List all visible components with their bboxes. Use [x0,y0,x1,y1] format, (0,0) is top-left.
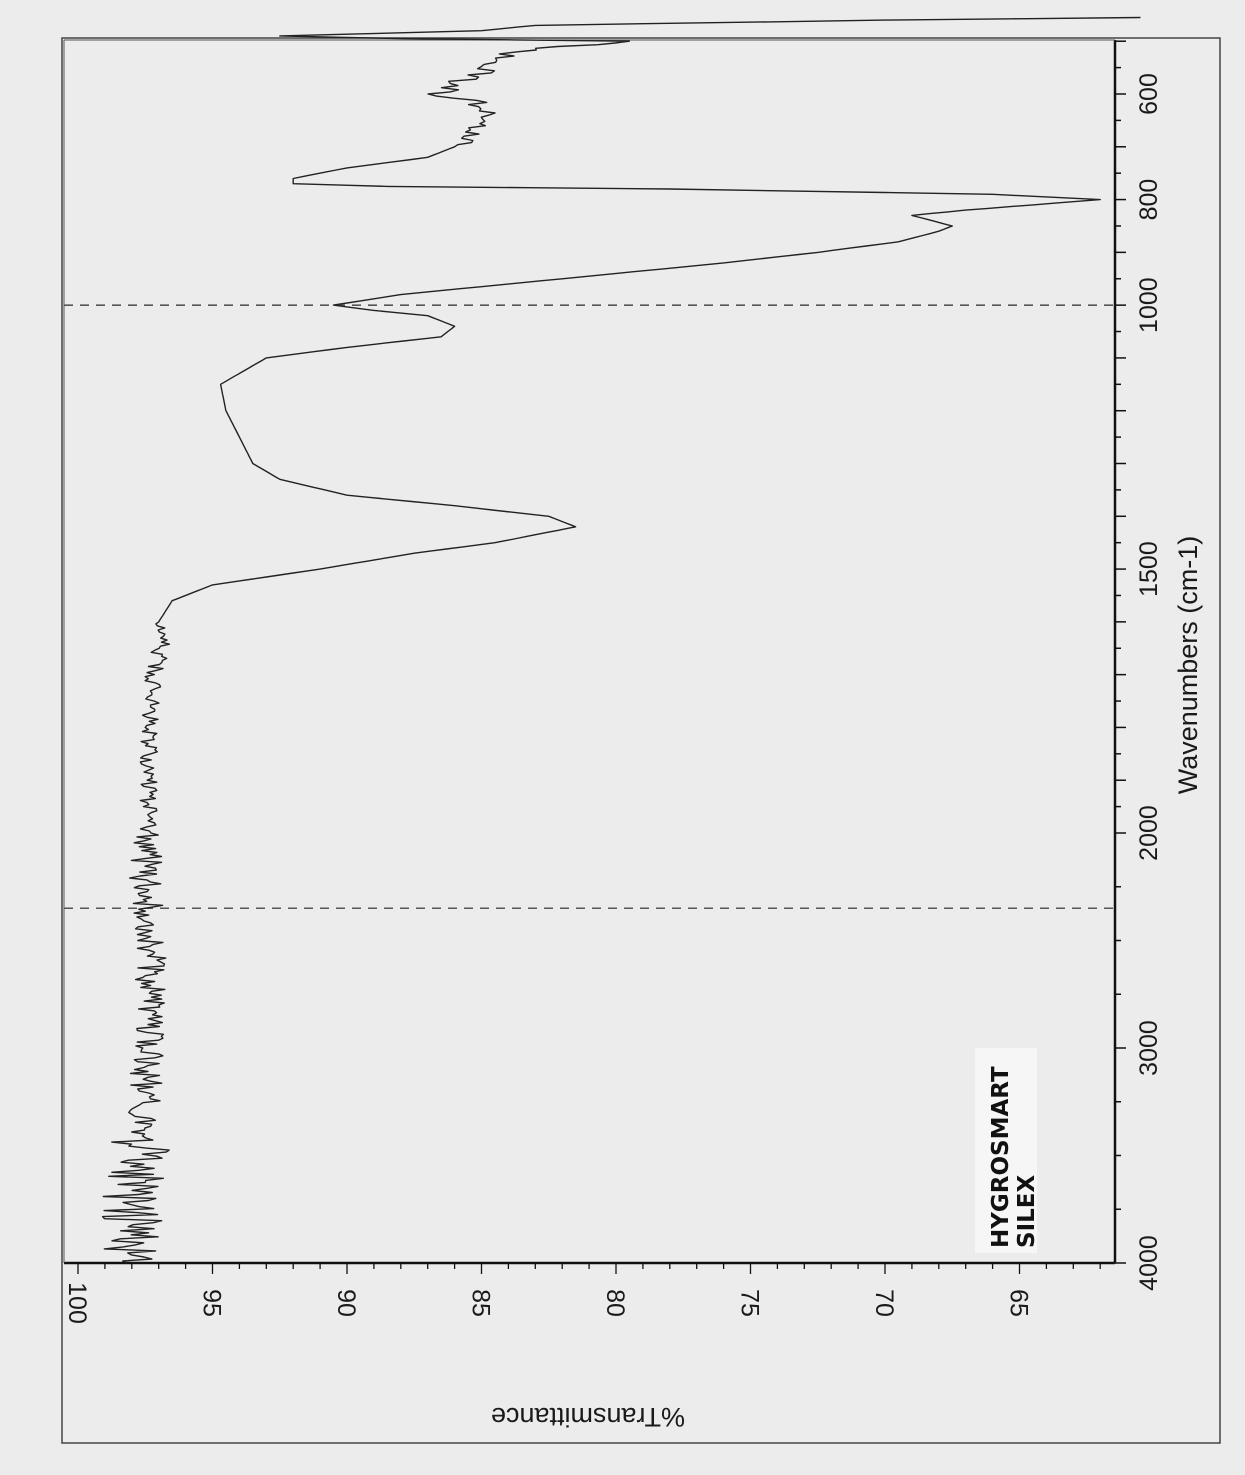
outer-frame [61,37,1221,1444]
y-tick-label: 75 [736,1289,764,1317]
x-tick-label: 600 [1135,73,1163,115]
y-tick-label: 90 [332,1289,360,1317]
x-tick-label: 2000 [1135,805,1163,861]
series-group [101,16,1141,1264]
y-tick-label: 65 [1005,1289,1033,1317]
y-tick-label: 80 [601,1289,629,1317]
y-tick-label: 70 [870,1289,898,1317]
x-tick-label: 3000 [1135,1020,1163,1076]
x-axis-title: Wavenumbers (cm-1) [1173,536,1203,795]
annotation-line-1: HYGROSMART [988,1066,1014,1248]
x-axis-ticks: 4000 3000 2000 1500 1000 800 600 [1115,40,1163,1291]
y-tick-label: 85 [467,1289,495,1317]
reference-lines [64,304,1115,910]
x-tick-label: 800 [1135,179,1163,221]
y-axis-ticks: 100 95 90 85 80 75 70 65 [63,1263,1101,1324]
x-tick-label: 4000 [1135,1235,1163,1291]
y-tick-label: 100 [63,1282,91,1324]
annotation-line-2: SILEX [1014,1175,1040,1248]
spectrum-series-line [101,16,1141,1264]
y-tick-label: 95 [198,1289,226,1317]
annotation-box [975,1048,1037,1253]
x-tick-label: 1500 [1135,541,1163,597]
x-tick-label: 1000 [1135,277,1163,333]
y-axis-title: %Transmittance [491,1402,685,1432]
